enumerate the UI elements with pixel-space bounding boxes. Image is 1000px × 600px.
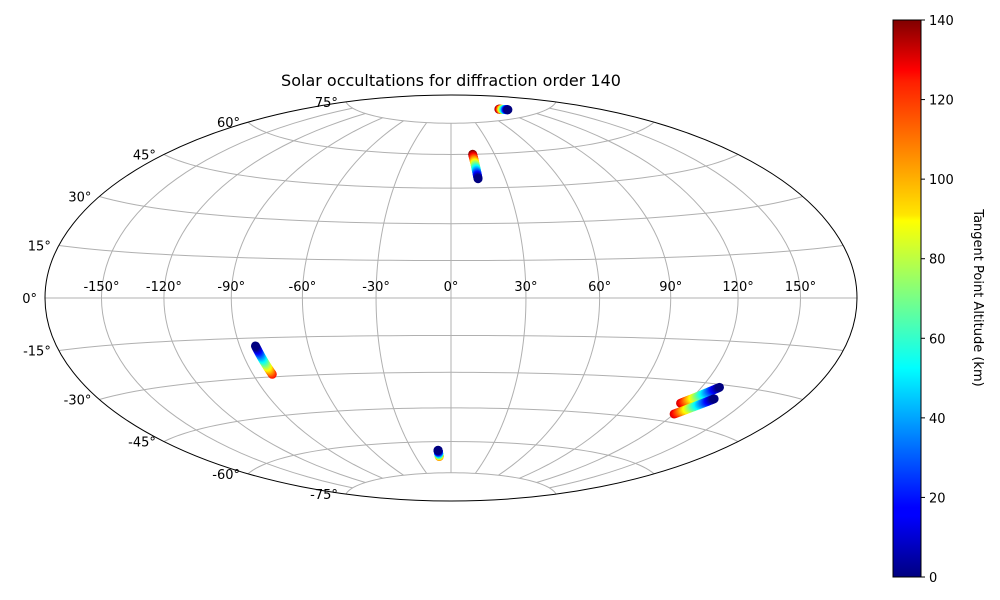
parallel-line xyxy=(99,196,803,225)
axis-tick-labels: -150° -120° -90° -60° -30° 0° 30° 60° 90° 120° 150… xyxy=(22,96,816,503)
lon-tick-label: -30° xyxy=(362,280,390,295)
colorbar-tick-label: 120 xyxy=(929,94,954,109)
lat-tick-label: 0° xyxy=(22,292,37,307)
lon-tick-label: -60° xyxy=(289,280,317,295)
occultation-point xyxy=(433,445,443,455)
lat-tick-label: -45° xyxy=(128,436,156,451)
parallel-line xyxy=(345,472,557,495)
colorbar-tick-label: 80 xyxy=(929,253,946,268)
lon-tick-label: 120° xyxy=(722,280,753,295)
colorbar-tick-label: 60 xyxy=(929,332,946,347)
parallel-line xyxy=(99,371,803,400)
colorbar-tick-label: 100 xyxy=(929,173,954,188)
chart-title: Solar occultations for diffraction order… xyxy=(281,71,621,90)
occultation-point xyxy=(250,341,260,351)
lon-tick-label: 150° xyxy=(785,280,816,295)
parallel-line xyxy=(58,334,844,352)
lat-tick-label: 75° xyxy=(315,96,338,111)
occultation-point xyxy=(503,105,513,115)
colorbar-tick-label: 20 xyxy=(929,491,946,506)
occultation-point xyxy=(714,382,724,392)
parallel-line xyxy=(163,407,739,442)
lon-tick-label: -90° xyxy=(217,280,245,295)
parallel-line xyxy=(345,101,557,124)
map-grid xyxy=(45,101,857,495)
lat-tick-label: -75° xyxy=(310,488,338,503)
lat-tick-label: 45° xyxy=(133,148,156,163)
parallel-line xyxy=(247,441,655,475)
colorbar-tick-label: 140 xyxy=(929,14,954,29)
lat-tick-label: 30° xyxy=(68,191,91,206)
lat-tick-label: 15° xyxy=(28,239,51,254)
colorbar xyxy=(892,19,922,578)
colorbar-tick-label: 40 xyxy=(929,412,946,427)
lon-tick-label: -120° xyxy=(146,280,182,295)
colorbar-ticks: 0 20 40 60 80 100 120 140 xyxy=(921,14,954,586)
lat-tick-label: -60° xyxy=(212,468,240,483)
lat-tick-label: 60° xyxy=(217,116,240,131)
lon-tick-label: 30° xyxy=(514,280,537,295)
lon-tick-label: 60° xyxy=(588,280,611,295)
lon-tick-label: -150° xyxy=(83,280,119,295)
colorbar-label: Tangent Point Altitude (km) xyxy=(970,208,985,386)
lat-tick-label: -15° xyxy=(23,345,51,360)
map-boundary xyxy=(44,94,858,502)
lon-tick-label: 90° xyxy=(659,280,682,295)
parallel-line xyxy=(247,121,655,155)
occultation-point xyxy=(473,174,483,184)
parallel-line xyxy=(163,154,739,189)
lat-tick-label: -30° xyxy=(64,394,92,409)
occultation-point xyxy=(709,394,719,404)
data-points xyxy=(250,104,724,462)
lon-tick-label: 0° xyxy=(444,280,459,295)
colorbar-tick-label: 0 xyxy=(929,571,937,586)
parallel-line xyxy=(58,244,844,262)
